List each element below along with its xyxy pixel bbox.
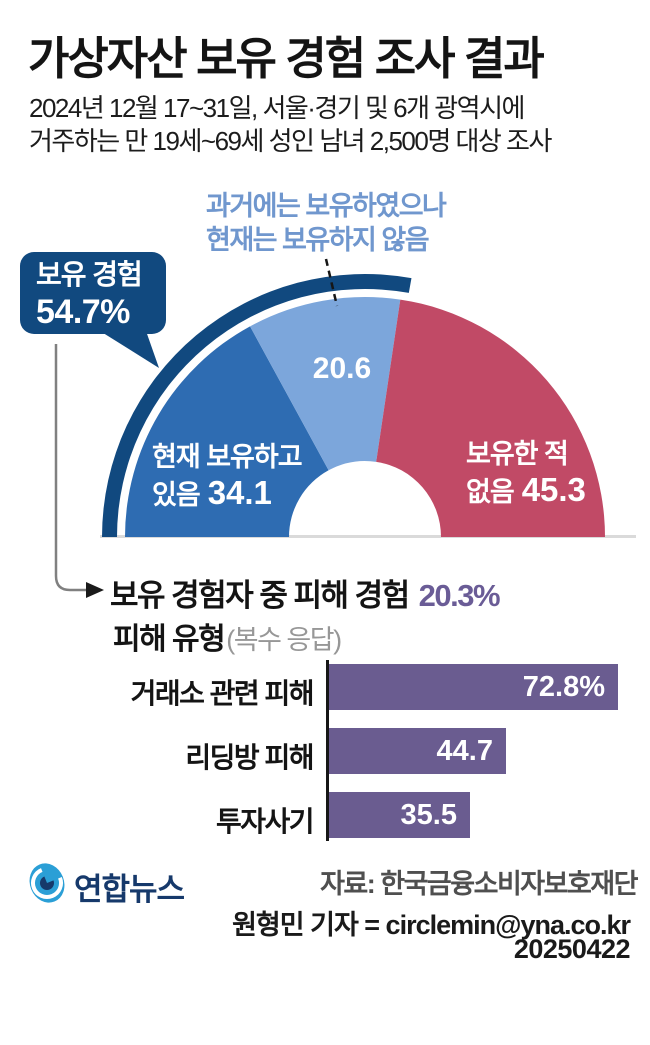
ownership-donut-chart xyxy=(100,258,636,538)
annotation-line2: 현재는 보유하지 않음 xyxy=(206,225,430,255)
bar-value: 72.8% xyxy=(522,671,605,703)
segment-label-line2: 없음 45.3 xyxy=(466,471,586,508)
bar-exchange-damage: 72.8% xyxy=(329,664,618,710)
arrowhead-icon xyxy=(86,582,104,598)
segment-label-line1: 보유한 적 xyxy=(466,439,569,469)
segment-past-own xyxy=(250,297,401,471)
callout-label: 보유 경험 xyxy=(36,259,143,290)
ownership-callout: 보유 경험 54.7% xyxy=(20,252,166,334)
segment-label-never-own: 보유한 적 없음 45.3 xyxy=(466,437,586,510)
annotation-line1: 과거에는 보유하였으나 xyxy=(206,191,447,221)
segment-value: 45.3 xyxy=(521,471,586,508)
publish-date: 20250422 xyxy=(513,934,631,964)
bar-investment-fraud: 35.5 xyxy=(329,792,470,838)
survey-subtitle: 2024년 12월 17~31일, 서울·경기 및 6개 광역시에 거주하는 만… xyxy=(29,92,552,158)
past-ownership-annotation: 과거에는 보유하였으나 현재는 보유하지 않음 xyxy=(206,189,447,257)
chart-baseline xyxy=(100,535,636,538)
reporter-byline: 원형민 기자 = circlemin@yna.co.kr xyxy=(232,910,631,940)
subtitle-line2: 거주하는 만 19세~69세 성인 남녀 2,500명 대상 조사 xyxy=(29,126,552,156)
connector-path xyxy=(54,344,86,592)
segment-label-line1: 현재 보유하고 xyxy=(152,442,303,472)
segment-value: 34.1 xyxy=(207,474,272,511)
bar-value: 35.5 xyxy=(400,799,457,831)
bar-label-exchange: 거래소 관련 피해 xyxy=(130,678,315,709)
callout-connector-line xyxy=(54,344,104,598)
bar-title-text: 피해 유형 xyxy=(113,623,226,656)
callout-tail xyxy=(100,331,159,368)
yonhap-logo-text: 연합뉴스 xyxy=(74,872,185,907)
segment-label-line2: 있음 34.1 xyxy=(152,474,272,511)
segment-currently-own xyxy=(125,326,329,537)
callout-value: 54.7% xyxy=(36,293,130,331)
yonhap-logo-icon xyxy=(29,863,65,903)
segment-never-own xyxy=(376,299,605,537)
segment-label-currently-own: 현재 보유하고 있음 34.1 xyxy=(152,440,303,513)
page-title: 가상자산 보유 경험 조사 결과 xyxy=(28,33,545,84)
annotation-pointer-line xyxy=(324,258,339,307)
subtitle-line1: 2024년 12월 17~31일, 서울·경기 및 6개 광역시에 xyxy=(29,93,525,123)
bar-title-note: (복수 응답) xyxy=(226,625,342,655)
bar-leading-room-damage: 44.7 xyxy=(329,728,506,774)
damage-headline-value: 20.3% xyxy=(418,578,501,613)
bar-label-leading-room: 리딩방 피해 xyxy=(185,742,314,773)
damage-headline-prefix: 보유 경험자 중 피해 경험 xyxy=(110,578,410,613)
source-credit: 자료: 한국금융소비자보호재단 xyxy=(320,869,638,899)
damage-headline: 보유 경험자 중 피해 경험 20.3% xyxy=(110,570,501,615)
bar-label-investment-fraud: 투자사기 xyxy=(215,806,315,837)
segment-value-past-own: 20.6 xyxy=(312,352,372,385)
bar-chart-axis xyxy=(326,660,329,841)
bar-value: 44.7 xyxy=(436,735,493,767)
bar-chart-title: 피해 유형(복수 응답) xyxy=(113,614,342,658)
